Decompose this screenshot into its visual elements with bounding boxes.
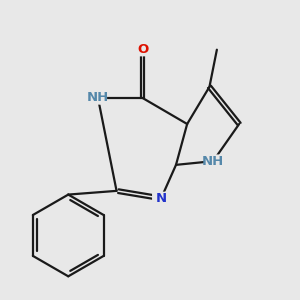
- FancyBboxPatch shape: [89, 91, 107, 105]
- Text: NH: NH: [87, 92, 109, 104]
- FancyBboxPatch shape: [134, 43, 152, 56]
- FancyBboxPatch shape: [152, 192, 170, 205]
- FancyBboxPatch shape: [204, 154, 222, 168]
- Text: NH: NH: [202, 154, 224, 168]
- Text: O: O: [137, 43, 148, 56]
- Text: N: N: [156, 192, 167, 205]
